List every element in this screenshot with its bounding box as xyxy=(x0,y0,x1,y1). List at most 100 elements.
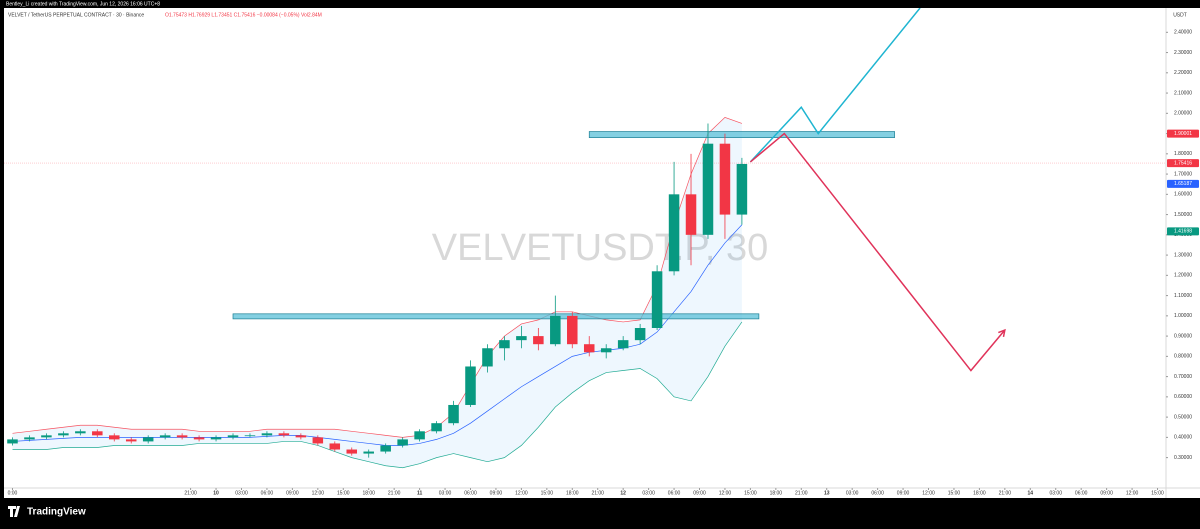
y-tick-label: 1.50000 xyxy=(1174,212,1192,218)
x-tick-label: 15:00 xyxy=(337,490,350,496)
ohlc-legend: O1.75473 H1.76929 L1.73451 C1.75416 −0.0… xyxy=(165,12,322,18)
candle-body xyxy=(668,194,680,272)
y-tick-label: 0.90000 xyxy=(1174,333,1192,339)
candle-body xyxy=(159,435,171,438)
x-tick-label: 12:00 xyxy=(719,490,732,496)
price-tag-label: 1.41698 xyxy=(1174,229,1192,235)
candle-body xyxy=(465,366,476,405)
candle-body xyxy=(634,328,646,341)
x-tick-label: 09:00 xyxy=(693,490,706,496)
candle-body xyxy=(600,348,612,353)
y-tick-label: 0.50000 xyxy=(1174,414,1192,420)
y-tick-label: 2.10000 xyxy=(1174,90,1192,96)
candle-body xyxy=(651,271,663,328)
y-tick-label: 1.20000 xyxy=(1174,273,1192,279)
projection-line xyxy=(749,132,1006,372)
candle-body xyxy=(719,143,731,215)
band-line xyxy=(12,224,743,446)
x-tick-label: 0:00 xyxy=(8,490,18,496)
price-tag xyxy=(1167,179,1199,188)
x-tick-label: 12:00 xyxy=(922,490,935,496)
x-tick-label: 09:00 xyxy=(490,490,503,496)
x-tick-label: 15:00 xyxy=(948,490,961,496)
x-tick-label: 06:00 xyxy=(871,490,884,496)
x-tick-label: 12:00 xyxy=(515,490,528,496)
candle-body xyxy=(75,431,86,434)
candle-body xyxy=(261,433,273,436)
x-tick-label: 11 xyxy=(417,490,423,496)
price-tag-label: 1.65187 xyxy=(1174,181,1192,187)
candle-body xyxy=(380,445,391,452)
candle-body xyxy=(482,348,493,367)
band-fill xyxy=(12,117,742,468)
candle-body xyxy=(533,336,544,345)
price-tag-label: 1.90001 xyxy=(1174,131,1192,137)
price-tag-label: 1.75416 xyxy=(1174,160,1192,166)
candle-body xyxy=(414,431,425,440)
y-tick-label: 0.70000 xyxy=(1174,374,1192,380)
x-tick-label: 13 xyxy=(824,490,830,496)
x-tick-label: 06:00 xyxy=(1075,490,1088,496)
axes: 0.30000 0.40000 0.50000 0.60000 0.70000 0.800… xyxy=(8,30,1199,496)
y-tick-label: 2.20000 xyxy=(1174,70,1192,76)
x-tick-label: 09:00 xyxy=(286,490,299,496)
x-tick-label: 18:00 xyxy=(362,490,375,496)
candle-body xyxy=(736,163,748,215)
candle-body xyxy=(244,435,256,437)
x-tick-label: 03:00 xyxy=(439,490,452,496)
credit: Bentley_Li created with TradingView.com,… xyxy=(6,1,160,7)
x-tick-label: 21:00 xyxy=(591,490,604,496)
x-tick-label: 21:00 xyxy=(388,490,401,496)
candle-body xyxy=(617,340,629,349)
candle-body xyxy=(125,439,137,442)
x-tick-label: 12:00 xyxy=(312,490,325,496)
candle-body xyxy=(227,435,239,438)
candle-body xyxy=(210,437,222,440)
price-tag xyxy=(1167,159,1199,168)
candle-body xyxy=(499,340,510,349)
x-tick-label: 21:00 xyxy=(795,490,808,496)
footer-brand: TradingView xyxy=(27,507,86,518)
x-tick-label: 15:00 xyxy=(541,490,554,496)
candle-body xyxy=(312,437,324,444)
y-tick-label: 2.30000 xyxy=(1174,50,1192,56)
projection-arrow xyxy=(998,328,1006,338)
price-tag xyxy=(1167,129,1199,138)
projection-line xyxy=(749,8,921,163)
x-tick-label: 18:00 xyxy=(770,490,783,496)
y-tick-label: 0.80000 xyxy=(1174,354,1192,360)
x-tick-label: 12 xyxy=(620,490,626,496)
x-tick-label: 03:00 xyxy=(235,490,248,496)
candle-body xyxy=(516,336,527,341)
y-tick-label: 1.00000 xyxy=(1174,313,1192,319)
candle-body xyxy=(41,435,52,438)
candle-body xyxy=(685,194,697,235)
y-tick-label: 0.30000 xyxy=(1174,455,1192,461)
y-tick-label: 0.60000 xyxy=(1174,394,1192,400)
y-tick-label: 0.40000 xyxy=(1174,435,1192,441)
footer-logo xyxy=(8,506,20,517)
price-unit: USDT xyxy=(1173,12,1187,18)
candle-body xyxy=(92,431,103,436)
x-tick-label: 03:00 xyxy=(1049,490,1062,496)
x-tick-label: 06:00 xyxy=(668,490,681,496)
x-tick-label: 09:00 xyxy=(897,490,910,496)
candle-body xyxy=(295,435,307,438)
band-line xyxy=(12,321,743,469)
zone xyxy=(588,131,895,138)
x-tick-label: 15:00 xyxy=(744,490,757,496)
y-tick-label: 1.60000 xyxy=(1174,192,1192,198)
candle-body xyxy=(109,435,120,440)
x-tick-label: 12:00 xyxy=(1126,490,1139,496)
x-tick-label: 06:00 xyxy=(464,490,477,496)
x-tick-label: 21:00 xyxy=(999,490,1012,496)
x-tick-label: 18:00 xyxy=(973,490,986,496)
candle-body xyxy=(7,439,18,444)
candle-body xyxy=(550,315,561,345)
price-tag xyxy=(1167,227,1199,236)
x-tick-label: 15:00 xyxy=(1151,490,1164,496)
y-tick-label: 2.40000 xyxy=(1174,30,1192,36)
candle-body xyxy=(193,437,205,440)
y-tick-label: 1.80000 xyxy=(1174,151,1192,157)
